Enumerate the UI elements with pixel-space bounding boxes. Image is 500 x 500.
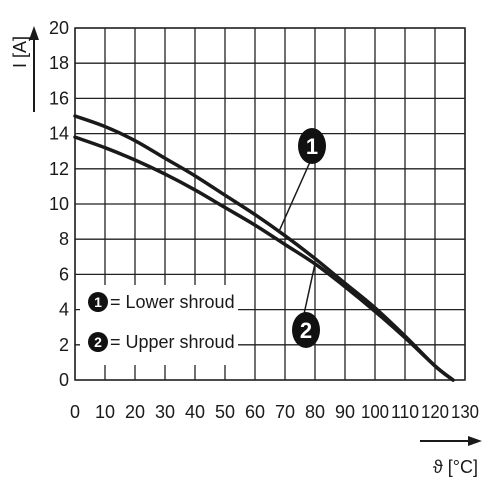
- y-axis-arrow-head: [29, 26, 39, 40]
- y-tick-label: 2: [59, 335, 69, 355]
- x-axis-ticks: 0 10 20 30 40 50 60 70 80 90 100 110 120 130: [70, 402, 479, 422]
- x-tick-label: 0: [70, 402, 80, 422]
- y-tick-label: 18: [49, 53, 69, 73]
- x-tick-label: 130: [451, 402, 479, 422]
- legend: 1 = Lower shroud 2 = Upper shroud: [80, 285, 238, 365]
- x-tick-label: 120: [421, 402, 449, 422]
- callout-leader-2: [303, 263, 316, 315]
- y-axis-ticks: 0 2 4 6 8 10 12 14 16 18 20: [49, 18, 69, 390]
- legend-badge-number: 2: [94, 334, 102, 350]
- x-tick-label: 80: [305, 402, 325, 422]
- y-tick-label: 0: [59, 370, 69, 390]
- x-tick-label: 30: [155, 402, 175, 422]
- callout-badge-number: 2: [300, 318, 312, 343]
- series-callouts: 12: [278, 128, 326, 348]
- legend-label: = Lower shroud: [110, 292, 235, 312]
- y-tick-label: 4: [59, 300, 69, 320]
- legend-badge-number: 1: [94, 294, 102, 310]
- x-tick-label: 10: [95, 402, 115, 422]
- series-lines: [73, 114, 455, 382]
- legend-badge-2: [88, 332, 108, 352]
- x-tick-label: 90: [335, 402, 355, 422]
- x-tick-label: 110: [391, 402, 419, 422]
- x-tick-label: 100: [361, 402, 389, 422]
- callout-badge-number: 1: [306, 134, 318, 159]
- y-tick-label: 20: [49, 18, 69, 38]
- x-tick-label: 70: [275, 402, 295, 422]
- y-tick-label: 8: [59, 229, 69, 249]
- legend-badge-1: [88, 292, 108, 312]
- y-tick-label: 12: [49, 159, 69, 179]
- callout-leader-1: [278, 161, 311, 232]
- y-axis-label: I [A]: [10, 36, 30, 68]
- y-tick-label: 6: [59, 264, 69, 284]
- callout-badge-1: [298, 128, 326, 164]
- x-axis-label: ϑ [°C]: [433, 457, 478, 477]
- x-tick-label: 60: [245, 402, 265, 422]
- x-tick-label: 20: [125, 402, 145, 422]
- x-axis-title: ϑ [°C]: [420, 436, 482, 477]
- y-tick-label: 10: [49, 194, 69, 214]
- callout-badge-2: [292, 312, 320, 348]
- y-tick-label: 16: [49, 88, 69, 108]
- y-axis-title: I [A]: [10, 26, 39, 112]
- legend-label: = Upper shroud: [110, 332, 235, 352]
- x-axis-arrow-head: [468, 436, 482, 446]
- x-tick-label: 40: [185, 402, 205, 422]
- x-tick-label: 50: [215, 402, 235, 422]
- series-line-2: [73, 135, 455, 382]
- y-tick-label: 14: [49, 124, 69, 144]
